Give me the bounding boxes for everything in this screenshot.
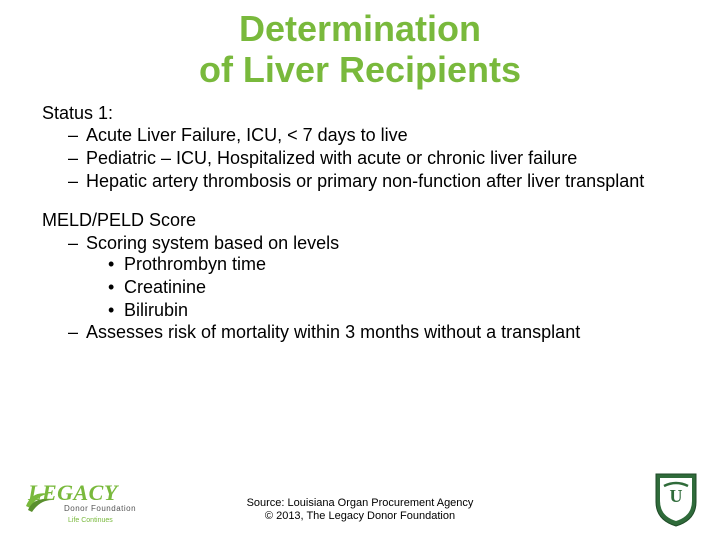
slide-body: Status 1: Acute Liver Failure, ICU, < 7 … xyxy=(0,103,720,344)
status-1-list: Acute Liver Failure, ICU, < 7 days to li… xyxy=(42,125,678,192)
list-item: Scoring system based on levels Prothromb… xyxy=(68,233,678,321)
tulane-shield-logo: U xyxy=(654,472,698,528)
list-item: Bilirubin xyxy=(108,300,678,322)
scoring-sublist: Prothrombyn time Creatinine Bilirubin xyxy=(86,254,678,321)
title-line-2: of Liver Recipients xyxy=(0,49,720,90)
list-item: Prothrombyn time xyxy=(108,254,678,276)
status-1-section: Status 1: Acute Liver Failure, ICU, < 7 … xyxy=(42,103,678,192)
svg-text:U: U xyxy=(670,486,683,506)
status-1-heading: Status 1: xyxy=(42,103,678,125)
title-line-1: Determination xyxy=(0,8,720,49)
list-item: Pediatric – ICU, Hospitalized with acute… xyxy=(68,148,678,170)
footer-source: Source: Louisiana Organ Procurement Agen… xyxy=(0,497,720,511)
list-item: Creatinine xyxy=(108,277,678,299)
meld-list: Scoring system based on levels Prothromb… xyxy=(42,233,678,344)
footer-copyright: © 2013, The Legacy Donor Foundation xyxy=(0,510,720,524)
shield-icon: U xyxy=(654,472,698,528)
meld-heading: MELD/PELD Score xyxy=(42,210,678,232)
slide-title: Determination of Liver Recipients xyxy=(0,0,720,103)
meld-section: MELD/PELD Score Scoring system based on … xyxy=(42,210,678,344)
list-item-text: Scoring system based on levels xyxy=(86,233,339,253)
list-item: Acute Liver Failure, ICU, < 7 days to li… xyxy=(68,125,678,147)
footer: Source: Louisiana Organ Procurement Agen… xyxy=(0,497,720,525)
list-item: Assesses risk of mortality within 3 mont… xyxy=(68,322,678,344)
list-item: Hepatic artery thrombosis or primary non… xyxy=(68,171,678,193)
